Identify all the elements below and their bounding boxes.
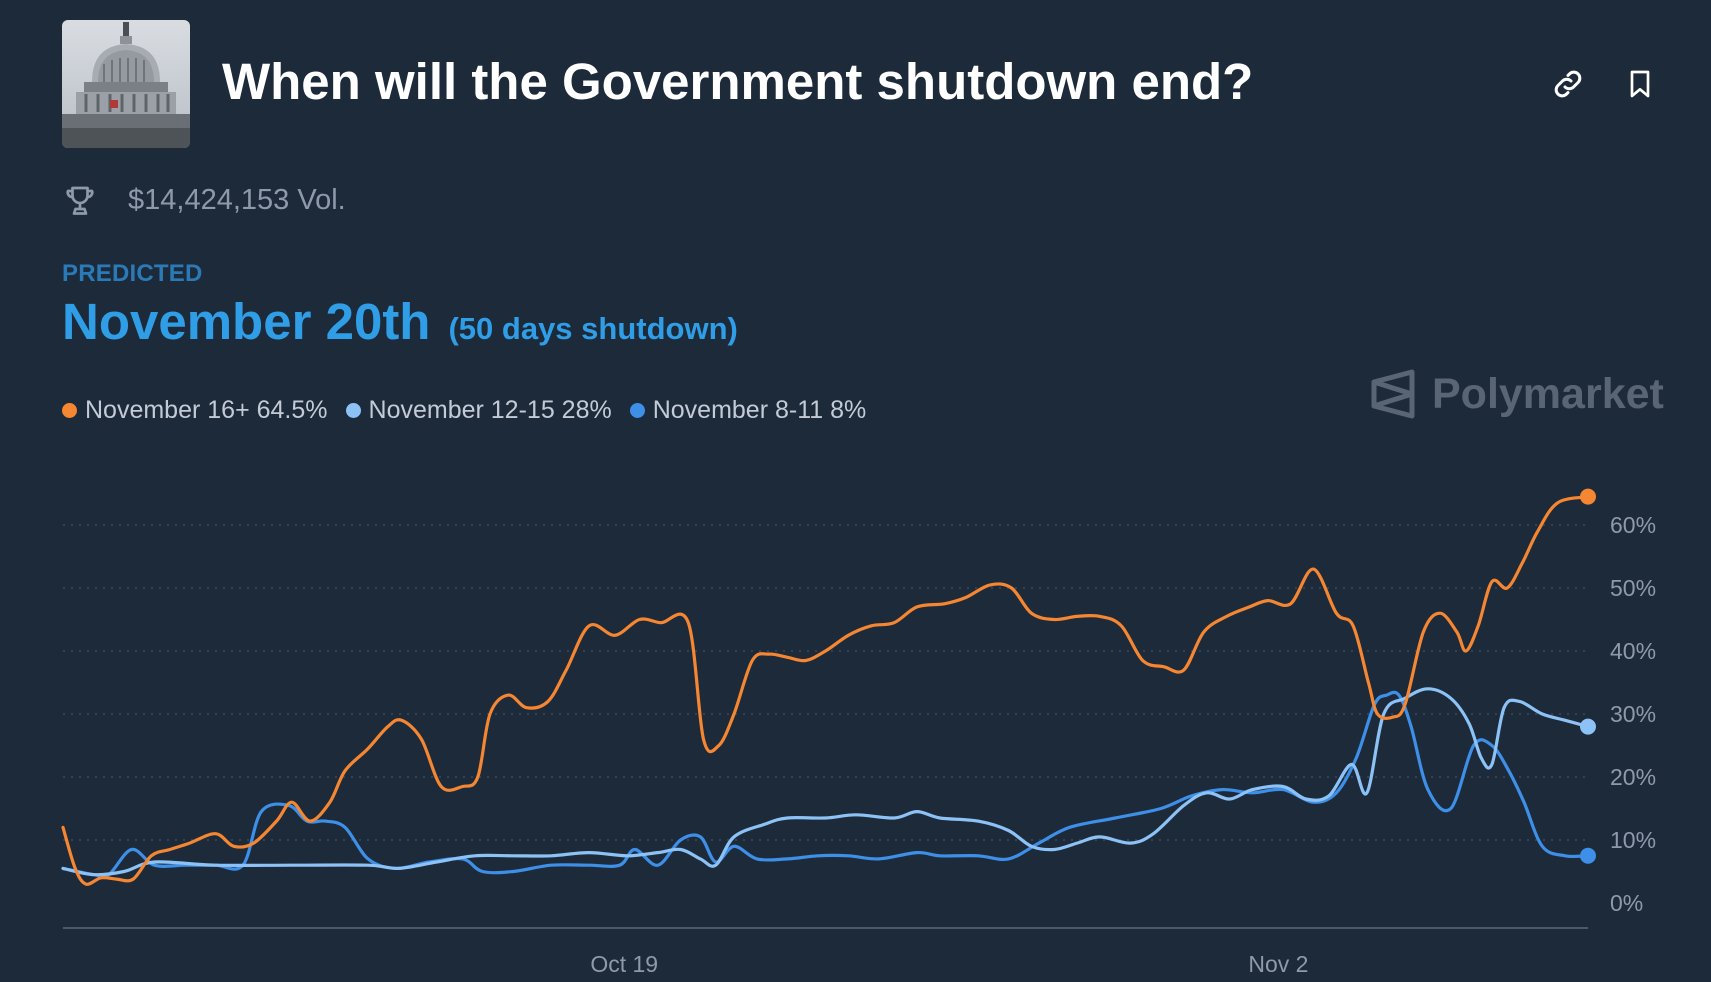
legend-item-november-16-plus[interactable]: November 16+ 64.5% (62, 396, 328, 425)
predicted-label: PREDICTED (62, 260, 203, 287)
volume-row: $14,424,153 Vol. (62, 180, 346, 220)
legend-item-november-8-11[interactable]: November 8-11 8% (629, 396, 867, 425)
series-line-november-16-plus (61, 495, 1590, 886)
y-tick-label: 20% (1610, 764, 1656, 790)
copy-link-button[interactable] (1548, 64, 1588, 104)
series-end-point-november-16-plus (1580, 488, 1596, 505)
polymarket-logo-icon (1371, 369, 1415, 419)
y-tick-label: 50% (1610, 575, 1656, 601)
legend-dot-icon (345, 403, 361, 418)
watermark-text: Polymarket (1432, 369, 1664, 418)
legend-dot-icon (629, 403, 645, 418)
polymarket-watermark: Polymarket (1370, 368, 1664, 420)
legend-item-november-12-15[interactable]: November 12-15 28% (345, 396, 612, 425)
predicted-value: November 20th (62, 293, 431, 350)
page-title: When will the Government shutdown end? (222, 53, 1254, 110)
series-end-point-november-8-11 (1580, 847, 1596, 864)
series-end-point-november-12-15 (1580, 718, 1596, 735)
chart-axes: 0% 10% 20% 30% 40% 50% 60% Oct 19 Nov 2 (63, 512, 1656, 977)
market-thumbnail (62, 20, 190, 148)
y-tick-label: 10% (1610, 827, 1656, 853)
y-tick-label: 60% (1610, 512, 1656, 538)
legend-label: November 12-15 28% (368, 396, 612, 424)
legend-label: November 8-11 8% (652, 396, 867, 424)
y-tick-label: 40% (1610, 638, 1656, 664)
x-tick-label: Oct 19 (590, 951, 658, 977)
legend-label: November 16+ 64.5% (85, 396, 328, 424)
chart-legend: November 16+ 64.5% November 12-15 28% No… (62, 396, 866, 425)
legend-dot-icon (62, 403, 77, 418)
predicted-subtext: (50 days shutdown) (448, 311, 738, 346)
link-icon (1554, 70, 1582, 98)
trophy-icon (66, 186, 94, 215)
y-tick-label: 30% (1610, 701, 1656, 727)
bookmark-button[interactable] (1620, 64, 1660, 104)
capitol-building-image (62, 20, 190, 148)
y-tick-label: 0% (1610, 890, 1643, 916)
series-line-november-12-15 (61, 687, 1590, 877)
x-tick-label: Nov 2 (1248, 951, 1308, 977)
chart-grid (63, 524, 1590, 841)
bookmark-icon (1630, 70, 1650, 98)
chart-series (61, 488, 1596, 886)
volume-text: $14,424,153 Vol. (128, 183, 346, 216)
predicted-row: November 20th (50 days shutdown) (62, 292, 738, 351)
